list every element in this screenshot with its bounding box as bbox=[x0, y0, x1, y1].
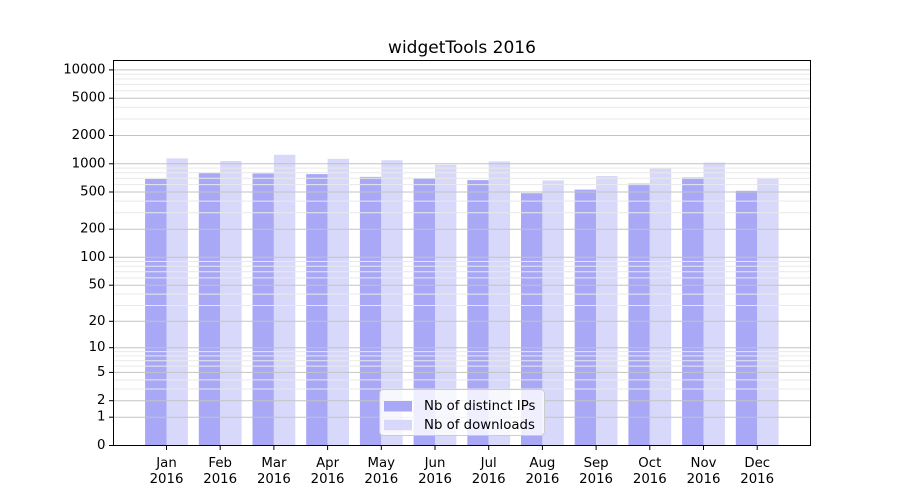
legend-label-downloads: Nb of downloads bbox=[424, 418, 535, 433]
bar-distinct-ips-mar bbox=[252, 173, 274, 446]
x-tick-label-year: 2016 bbox=[633, 472, 667, 487]
x-tick-label-year: 2016 bbox=[311, 472, 345, 487]
y-tick-label: 2000 bbox=[72, 128, 106, 143]
legend-swatch-distinct-ips bbox=[384, 401, 412, 412]
bar-downloads-apr bbox=[327, 158, 349, 446]
y-tick-label: 10 bbox=[89, 340, 106, 355]
y-tick-label: 1 bbox=[97, 410, 105, 425]
x-tick-label-year: 2016 bbox=[525, 472, 559, 487]
legend: Nb of distinct IPs Nb of downloads bbox=[379, 389, 545, 436]
axes-layer: 012510205010020050010002000500010000Jan2… bbox=[63, 60, 811, 487]
bar-downloads-jan bbox=[166, 158, 188, 446]
bar-downloads-oct bbox=[649, 168, 672, 446]
chart-title: widgetTools 2016 bbox=[388, 38, 536, 58]
legend-label-distinct-ips: Nb of distinct IPs bbox=[424, 399, 536, 414]
x-tick-label-year: 2016 bbox=[579, 472, 613, 487]
y-tick-label: 1000 bbox=[72, 156, 106, 171]
x-tick-label-year: 2016 bbox=[150, 472, 184, 487]
bar-distinct-ips-nov bbox=[682, 177, 704, 446]
gridlines-layer bbox=[113, 69, 811, 418]
x-tick-label-month: Nov bbox=[691, 456, 717, 471]
bar-downloads-mar bbox=[273, 154, 296, 446]
bar-distinct-ips-apr bbox=[306, 174, 328, 446]
bar-distinct-ips-jan bbox=[145, 178, 167, 446]
y-tick-label: 0 bbox=[97, 438, 105, 453]
bar-downloads-nov bbox=[703, 162, 725, 446]
y-tick-label: 20 bbox=[89, 314, 106, 329]
x-tick-label-month: Jan bbox=[155, 456, 177, 471]
y-tick-label: 200 bbox=[80, 222, 105, 237]
x-tick-label-year: 2016 bbox=[687, 472, 721, 487]
x-tick-label-year: 2016 bbox=[203, 472, 237, 487]
x-tick-label-month: Sep bbox=[584, 456, 609, 471]
bar-downloads-may bbox=[381, 160, 403, 446]
x-tick-label-month: Feb bbox=[208, 456, 232, 471]
x-tick-label-month: Apr bbox=[316, 456, 340, 471]
y-tick-label: 50 bbox=[89, 278, 106, 293]
legend-swatch-downloads bbox=[384, 419, 412, 431]
y-tick-label: 500 bbox=[80, 185, 105, 200]
x-tick-label-month: Jul bbox=[480, 456, 497, 471]
x-tick-label-year: 2016 bbox=[418, 472, 452, 487]
x-tick-label-month: Mar bbox=[261, 456, 287, 471]
y-tick-label: 5 bbox=[97, 365, 105, 380]
bar-distinct-ips-dec bbox=[735, 190, 758, 446]
bar-downloads-aug bbox=[542, 180, 564, 446]
legend-item-downloads: Nb of downloads bbox=[384, 418, 535, 433]
x-tick-label-month: Aug bbox=[529, 456, 555, 471]
bar-distinct-ips-jun bbox=[413, 178, 435, 446]
bar-downloads-feb bbox=[220, 161, 242, 446]
bar-distinct-ips-feb bbox=[198, 172, 221, 446]
x-tick-label-month: Jun bbox=[424, 456, 446, 471]
bar-distinct-ips-sep bbox=[574, 189, 597, 446]
plot-border bbox=[113, 60, 811, 446]
y-tick-label: 2 bbox=[97, 393, 105, 408]
x-tick-label-month: Dec bbox=[744, 456, 770, 471]
bar-downloads-dec bbox=[757, 178, 779, 446]
bar-downloads-jul bbox=[488, 161, 511, 446]
x-tick-label-year: 2016 bbox=[740, 472, 774, 487]
x-tick-label-year: 2016 bbox=[472, 472, 506, 487]
x-tick-label-year: 2016 bbox=[257, 472, 291, 487]
y-tick-label: 10000 bbox=[63, 62, 105, 77]
bar-distinct-ips-jul bbox=[467, 180, 489, 446]
bar-distinct-ips-oct bbox=[628, 183, 650, 446]
legend-item-distinct-ips: Nb of distinct IPs bbox=[384, 399, 536, 414]
legend-box bbox=[379, 389, 545, 436]
y-tick-label: 5000 bbox=[72, 91, 106, 106]
x-tick-label-month: May bbox=[368, 456, 396, 471]
x-tick-label-month: Oct bbox=[638, 456, 661, 471]
y-tick-label: 100 bbox=[80, 250, 105, 265]
bar-distinct-ips-aug bbox=[521, 193, 543, 446]
x-tick-label-year: 2016 bbox=[364, 472, 398, 487]
bar-distinct-ips-may bbox=[359, 176, 382, 446]
bar-downloads-sep bbox=[596, 176, 618, 446]
